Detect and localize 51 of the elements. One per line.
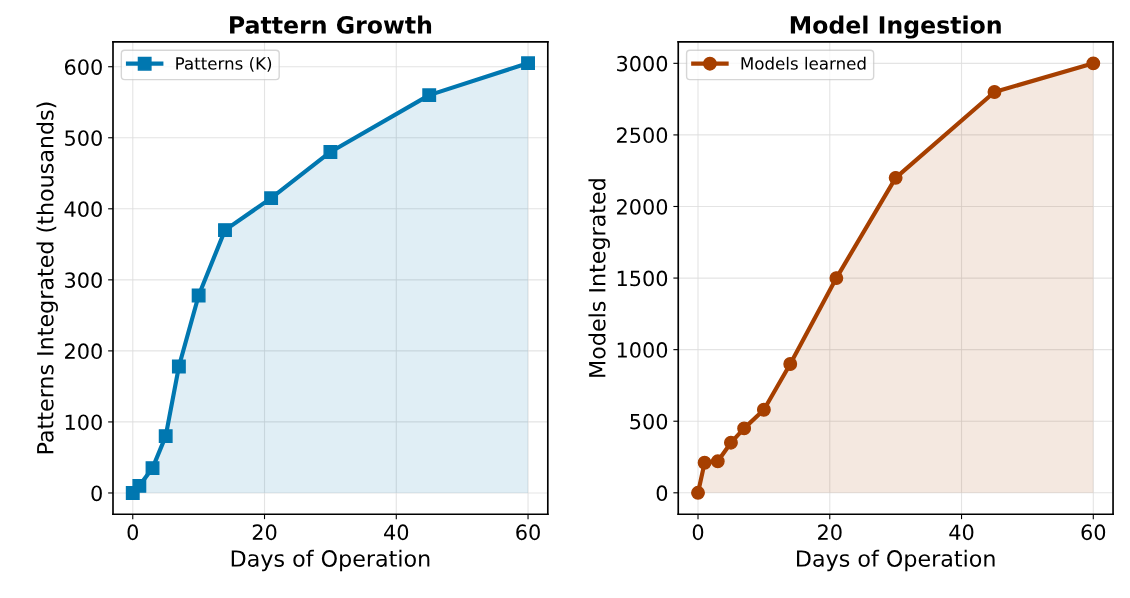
legend-label: Patterns (K) xyxy=(176,56,272,72)
x-axis-title: Days of Operation xyxy=(231,549,430,572)
point xyxy=(264,191,279,206)
y-tick-label: 2500 xyxy=(617,127,668,144)
y-tick-label: 500 xyxy=(630,413,668,430)
chart-title: Pattern Growth xyxy=(230,15,432,34)
point xyxy=(756,402,771,417)
point xyxy=(987,85,1002,99)
y-tick-label: 300 xyxy=(65,272,102,289)
point xyxy=(1086,56,1101,71)
point xyxy=(783,357,798,371)
point xyxy=(323,145,338,159)
point xyxy=(710,454,725,469)
y-axis-title: Patterns Integrated (thousands) xyxy=(36,102,58,454)
point xyxy=(218,223,232,238)
point xyxy=(158,429,173,444)
x-tick-label: 60 xyxy=(516,524,540,541)
y-tick-label: 1500 xyxy=(617,270,668,287)
y-tick-label: 100 xyxy=(65,414,102,431)
y-tick-label: 200 xyxy=(65,343,102,360)
point xyxy=(132,478,147,493)
x-tick-label: 0 xyxy=(127,524,139,541)
point xyxy=(145,461,160,476)
x-tick-label: 20 xyxy=(818,524,842,541)
y-tick-label: 1000 xyxy=(617,342,668,358)
legend-label: Models learned xyxy=(741,56,866,70)
point xyxy=(422,88,437,103)
y-tick-label: 400 xyxy=(64,201,102,218)
point xyxy=(888,170,903,185)
chart-title: Model Ingestion xyxy=(790,15,1001,39)
y-tick-label: 0 xyxy=(656,485,668,502)
point xyxy=(521,56,535,71)
x-tick-label: 0 xyxy=(692,524,704,541)
point xyxy=(691,485,705,500)
y-axis-title: Models Integrated xyxy=(588,179,610,377)
y-tick-label: 3000 xyxy=(617,55,668,72)
y-tick-label: 500 xyxy=(65,130,102,146)
y-tick-label: 600 xyxy=(64,59,102,75)
point xyxy=(829,271,844,286)
point xyxy=(724,435,738,450)
y-tick-label: 0 xyxy=(91,485,102,502)
point xyxy=(191,288,206,303)
x-axis-title: Days of Operation xyxy=(797,549,995,572)
x-tick-label: 40 xyxy=(384,524,409,541)
x-tick-label: 40 xyxy=(949,524,974,541)
point xyxy=(697,455,712,470)
x-tick-label: 60 xyxy=(1081,524,1106,541)
point xyxy=(171,359,186,374)
y-tick-label: 2000 xyxy=(617,198,668,215)
x-tick-label: 20 xyxy=(252,524,277,541)
point xyxy=(737,421,752,436)
